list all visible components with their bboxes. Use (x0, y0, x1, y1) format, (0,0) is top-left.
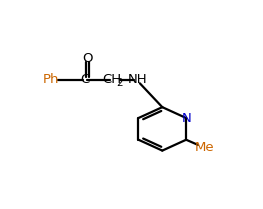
Text: NH: NH (128, 73, 148, 86)
Text: N: N (181, 112, 191, 125)
Text: CH: CH (102, 73, 121, 86)
Text: 2: 2 (117, 78, 123, 88)
Text: C: C (80, 73, 89, 86)
Text: Me: Me (195, 141, 214, 154)
Text: Ph: Ph (43, 73, 59, 86)
Text: O: O (82, 52, 93, 65)
